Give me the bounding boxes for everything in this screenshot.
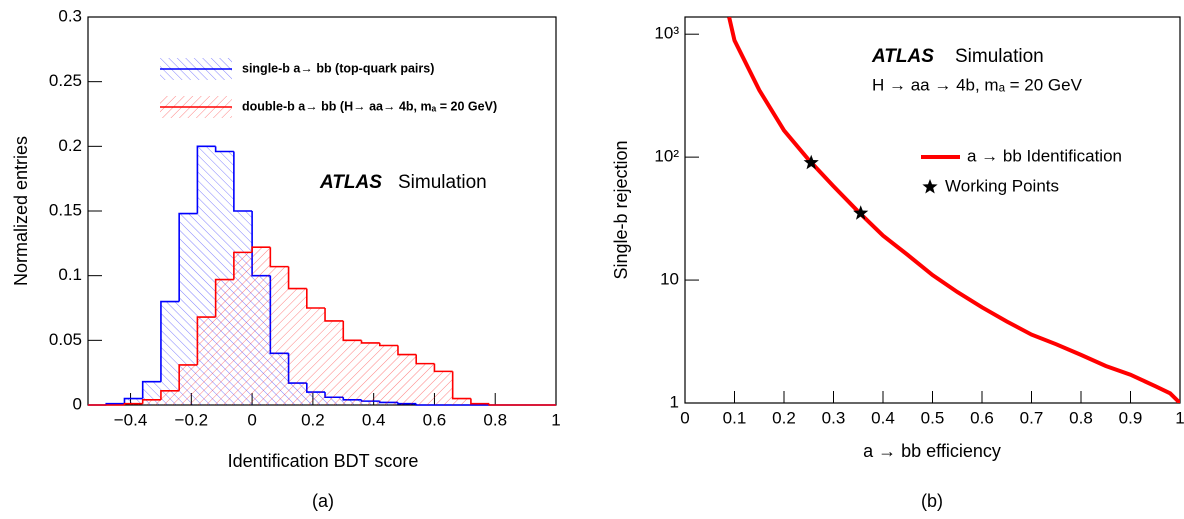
x-tick-label: 0.3 [822,408,846,427]
y-tick-label: 0.2 [58,136,82,155]
histogram-bar [325,320,344,405]
histogram-outline [287,266,307,290]
histogram-outline [233,251,253,280]
legend-label: Working Points [945,176,1059,195]
histogram-outline [178,364,198,391]
curve [727,17,1180,403]
x-tick-label: 0.6 [423,410,447,429]
histogram-outline [451,371,471,400]
atlas-label: ATLAS [319,172,382,193]
histogram-outline [214,278,234,318]
histogram-bar [343,340,362,405]
y-tick-label: 0 [73,394,82,413]
histogram-bar [288,288,307,405]
y-tick-label: 0.15 [49,200,82,219]
y-tick-label: 0.25 [49,71,82,90]
histogram-bar [142,399,161,405]
x-tick-label: −0.4 [114,410,148,429]
histogram-bar [179,364,198,405]
x-tick-label: 1 [1175,408,1184,427]
y-tick-label: 10³ [654,24,679,43]
histogram-outline [141,380,161,399]
histogram-bar [233,252,253,405]
histogram-outline [360,340,380,344]
histogram-bar [179,213,198,405]
x-tick-label: 0 [247,410,256,429]
histogram-bar [215,279,234,405]
x-tick-label: −0.2 [175,410,209,429]
histogram-outline [160,389,180,400]
x-tick-label: 0 [680,408,689,427]
histogram-bar [306,308,326,405]
histogram-outline [160,300,180,382]
histogram-outline [488,403,508,406]
histogram-bar [379,345,398,405]
legend-label: double-b a→ bb (H→ aa→ 4b, mₐ = 20 GeV) [242,99,497,113]
histogram-bar [397,354,417,405]
x-tick-label: 0.9 [1119,408,1143,427]
legend-label: a → bb Identification [967,146,1122,165]
x-tick-label: 0.2 [301,410,325,429]
x-tick-label: 1 [551,410,560,429]
x-axis-title: a → bb efficiency [863,441,1001,461]
atlas-label: ATLAS [871,46,934,67]
histogram-bar [361,342,380,405]
histogram-bar [160,301,180,405]
legend-label: single-b a→ bb (top-quark pairs) [242,61,434,75]
histogram-bar [416,363,435,405]
legend-marker [922,179,938,194]
histogram-outline [306,288,326,309]
histogram-outline [178,212,198,302]
working-point [803,154,819,170]
caption: (b) [921,491,943,511]
histogram-bar [252,247,271,405]
histogram-outline [251,246,271,253]
x-tick-label: 0.6 [970,408,994,427]
y-tick-label: 10² [654,147,679,166]
x-axis-title: Identification BDT score [228,451,419,471]
y-axis-title: Single-b rejection [611,140,631,279]
atlas-sublabel: Simulation [398,172,487,193]
y-tick-label: 0.3 [58,6,82,25]
caption: (a) [312,491,334,511]
x-tick-label: 0.8 [1069,408,1093,427]
histogram-outline [269,247,289,268]
working-point [853,205,869,220]
x-tick-label: 0.5 [921,408,945,427]
y-axis-title: Normalized entries [11,136,31,286]
histogram-outline [196,145,216,214]
y-tick-label: 0.1 [58,265,82,284]
atlas-sublabel: Simulation [955,46,1044,67]
x-tick-label: 0.4 [362,410,386,429]
x-tick-label: 0.2 [772,408,796,427]
histogram-bar [160,390,180,405]
process-label: H → aa → 4b, mₐ = 20 GeV [872,75,1083,94]
histogram-outline [433,363,453,373]
x-tick-label: 0.1 [723,408,747,427]
histogram-outline [214,146,234,153]
x-tick-label: 0.8 [483,410,507,429]
histogram-bar [452,398,471,405]
histogram-outline [324,308,344,322]
x-tick-label: 0.7 [1020,408,1044,427]
y-tick-label: 10 [660,270,679,289]
histogram-outline [141,399,161,404]
histogram-outline [397,345,417,356]
histogram-bar [270,266,289,405]
histogram-bar [124,398,143,405]
histogram-outline [123,397,143,404]
histogram-outline [378,342,398,347]
histogram-outline [470,398,490,405]
histogram-outline [196,316,216,365]
y-tick-label: 1 [670,392,679,411]
histogram-bar [197,317,216,405]
histogram-outline [415,354,435,365]
y-tick-label: 0.05 [49,330,82,349]
histogram-outline [123,402,143,405]
histogram-outline [342,320,362,342]
x-tick-label: 0.4 [871,408,895,427]
histogram-outline [233,151,253,212]
histogram-bar [434,371,453,405]
